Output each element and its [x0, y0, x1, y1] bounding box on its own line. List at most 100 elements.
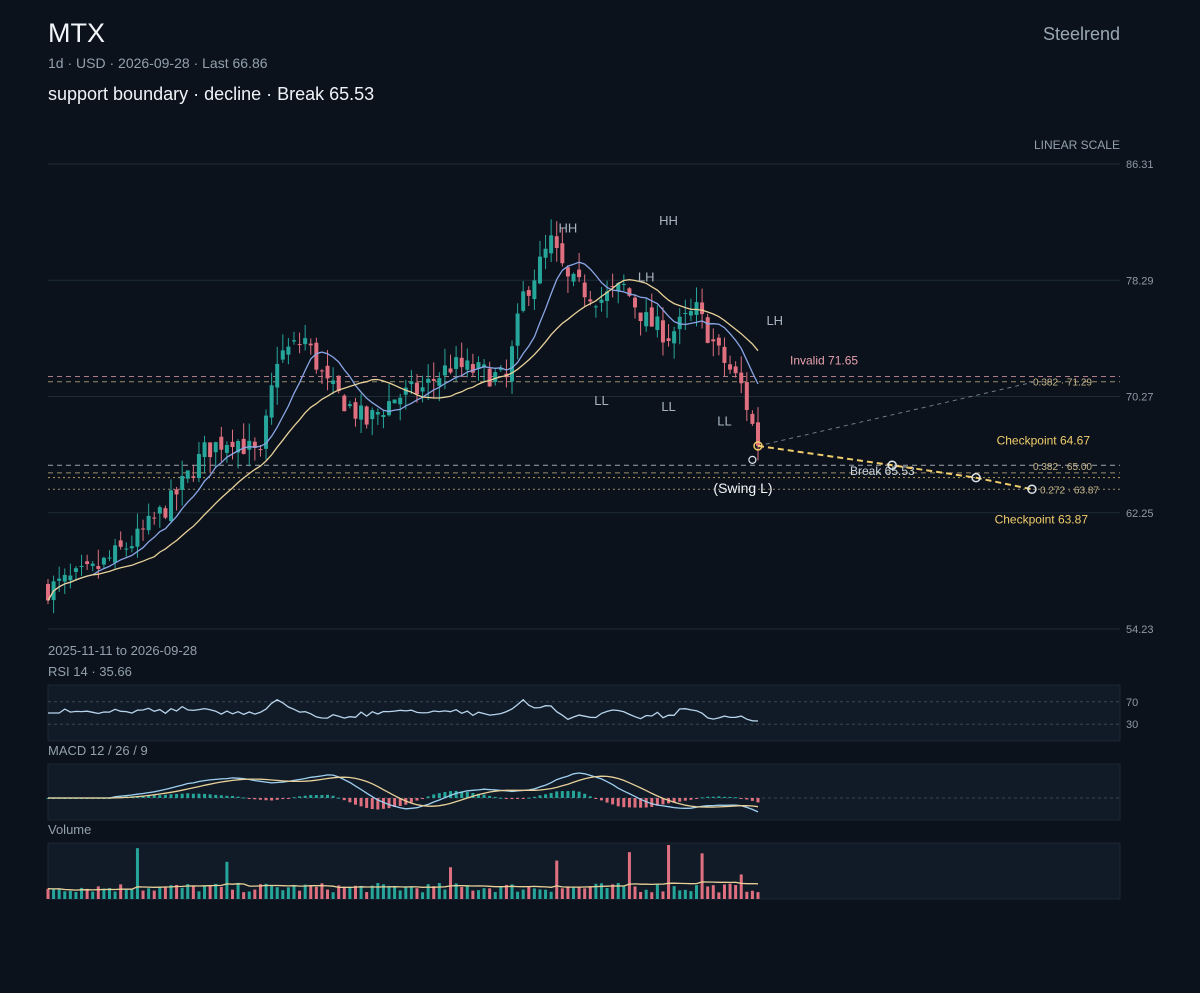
volume-bar — [191, 885, 195, 899]
volume-bar — [443, 889, 447, 899]
swing-label-0: HH — [559, 220, 578, 235]
volume-bar — [426, 884, 430, 899]
candle-body — [510, 346, 515, 382]
macd-histogram-bar — [728, 796, 732, 798]
rsi-panel-box — [47, 684, 1121, 742]
macd-histogram-bar — [264, 798, 268, 801]
macd-histogram-bar — [342, 798, 346, 801]
volume-bar — [337, 885, 341, 899]
macd-histogram-bar — [270, 798, 274, 801]
macd-histogram-bar — [203, 793, 207, 798]
macd-histogram-bar — [242, 797, 246, 799]
volume-bar — [359, 885, 363, 899]
candle-body — [375, 412, 380, 415]
macd-histogram-bar — [672, 798, 676, 803]
macd-histogram-bar — [337, 797, 341, 799]
volume-bar — [91, 891, 95, 899]
macd-histogram-bar — [521, 798, 525, 799]
volume-bar — [476, 890, 480, 899]
volume-bar — [404, 886, 408, 899]
candle-body — [705, 317, 710, 343]
volume-bar — [124, 889, 128, 899]
candle-body — [85, 561, 90, 565]
volume-bar — [510, 884, 514, 899]
volume-bar — [672, 886, 676, 899]
rsi-panel[interactable]: 70 30 — [47, 684, 1138, 742]
brand-label: Steelrend — [1042, 24, 1120, 44]
macd-panel-box — [47, 763, 1121, 821]
macd-panel[interactable] — [46, 763, 1121, 821]
candle-body — [68, 575, 73, 581]
candle-body — [113, 545, 118, 563]
volume-bar — [130, 889, 134, 899]
volume-bar — [370, 885, 374, 899]
candle-body — [655, 316, 660, 330]
date-range-label: 2025-11-11 to 2026-09-28 — [48, 643, 198, 658]
price-panel[interactable]: 86.31 78.29 70.27 62.25 54.23 HH HH LH LH LL LL LL I… — [46, 159, 1154, 636]
candle-body — [582, 282, 587, 298]
currency-label: USD — [76, 55, 106, 71]
volume-ma-line — [47, 881, 759, 891]
candle-body — [191, 476, 196, 478]
candle-body — [588, 299, 593, 302]
candle-body — [73, 568, 78, 572]
candle-body — [157, 507, 162, 514]
volume-bar — [756, 892, 760, 899]
macd-histogram-bar — [717, 796, 721, 798]
volume-title: Volume — [48, 822, 92, 837]
candle-body — [314, 342, 319, 370]
macd-signal-line — [48, 775, 759, 808]
candle-body — [57, 578, 62, 581]
volume-bar — [169, 885, 173, 899]
candle-body — [750, 413, 755, 424]
macd-histogram-bar — [706, 796, 710, 798]
volume-bar — [331, 892, 335, 899]
macd-histogram-bar — [661, 798, 665, 805]
candle-body — [174, 489, 179, 495]
candle-body — [196, 454, 201, 479]
macd-histogram-bar — [320, 795, 324, 798]
macd-histogram-bar — [191, 793, 195, 798]
candle-body — [230, 441, 235, 448]
scale-label[interactable]: LINEAR SCALE — [1033, 138, 1120, 152]
candle-body — [476, 362, 481, 369]
macd-histogram-bar — [549, 792, 553, 798]
macd-histogram-bar — [258, 798, 262, 800]
macd-histogram-bar — [683, 798, 687, 801]
volume-bar — [119, 884, 123, 899]
candle-body — [381, 415, 386, 417]
invalid-label: Invalid 71.65 — [790, 353, 858, 367]
macd-histogram-bar — [286, 798, 290, 799]
candle-body — [565, 267, 570, 277]
volume-bar — [605, 888, 609, 899]
candle-body — [454, 357, 459, 369]
volume-bar — [180, 887, 184, 899]
candle-body — [392, 399, 397, 404]
projection-node-3 — [1027, 484, 1037, 495]
volume-bar — [281, 890, 285, 899]
candle-body — [308, 343, 313, 346]
macd-histogram-bar — [275, 798, 279, 800]
macd-histogram-bar — [722, 796, 726, 798]
volume-bar — [594, 883, 598, 899]
volume-bar — [264, 883, 268, 899]
candle-body — [649, 307, 654, 327]
volume-bar — [102, 888, 106, 899]
macd-histogram-bar — [594, 798, 598, 799]
candle-body — [264, 415, 269, 449]
volume-bar — [616, 882, 620, 899]
volume-bar — [633, 886, 637, 899]
macd-histogram-bar — [309, 795, 313, 798]
candle-body — [280, 350, 285, 360]
volume-bar — [409, 887, 413, 899]
macd-histogram-bar — [465, 791, 469, 798]
volume-panel[interactable] — [46, 842, 1121, 900]
macd-histogram-bar — [711, 796, 715, 798]
macd-histogram-bar — [387, 798, 391, 809]
candle-body — [403, 387, 408, 395]
volume-bar — [57, 888, 61, 899]
volume-bar — [667, 845, 671, 899]
candle-body — [728, 364, 733, 370]
y-tick-label-1: 78.29 — [1126, 275, 1154, 287]
